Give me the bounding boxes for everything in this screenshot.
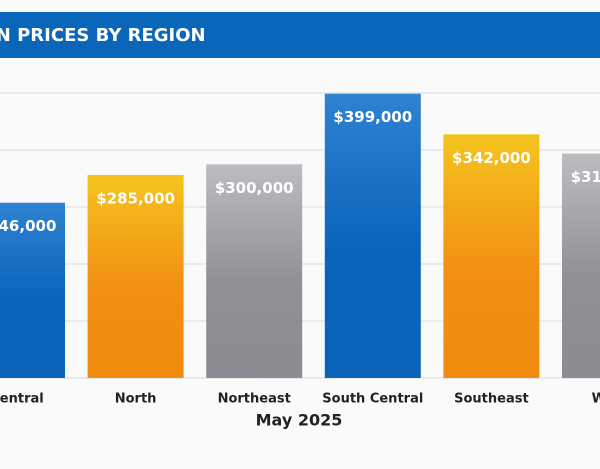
- value-label: $246,000: [0, 217, 56, 235]
- x-tick-label: Central: [0, 392, 44, 407]
- x-tick-label: North: [115, 392, 157, 407]
- value-label: $315,000: [571, 168, 600, 186]
- value-label: $342,000: [452, 149, 531, 167]
- x-tick-label: Southeast: [454, 392, 529, 407]
- bar: [206, 164, 303, 378]
- value-label: $285,000: [96, 189, 175, 207]
- value-label: $399,000: [333, 108, 412, 126]
- chart-title: MEDIAN PRICES BY REGION: [0, 25, 206, 46]
- bar: [87, 174, 184, 378]
- x-tick-label: South Central: [322, 392, 423, 407]
- x-axis-label: May 2025: [256, 411, 343, 430]
- x-tick-label: Northeast: [218, 392, 291, 407]
- bar: [443, 134, 540, 378]
- value-label: $300,000: [215, 179, 294, 197]
- title-bar: [0, 12, 600, 58]
- bar: [324, 93, 421, 379]
- bar: [562, 153, 600, 378]
- x-tick-label: West: [592, 392, 600, 407]
- bar: [0, 202, 65, 378]
